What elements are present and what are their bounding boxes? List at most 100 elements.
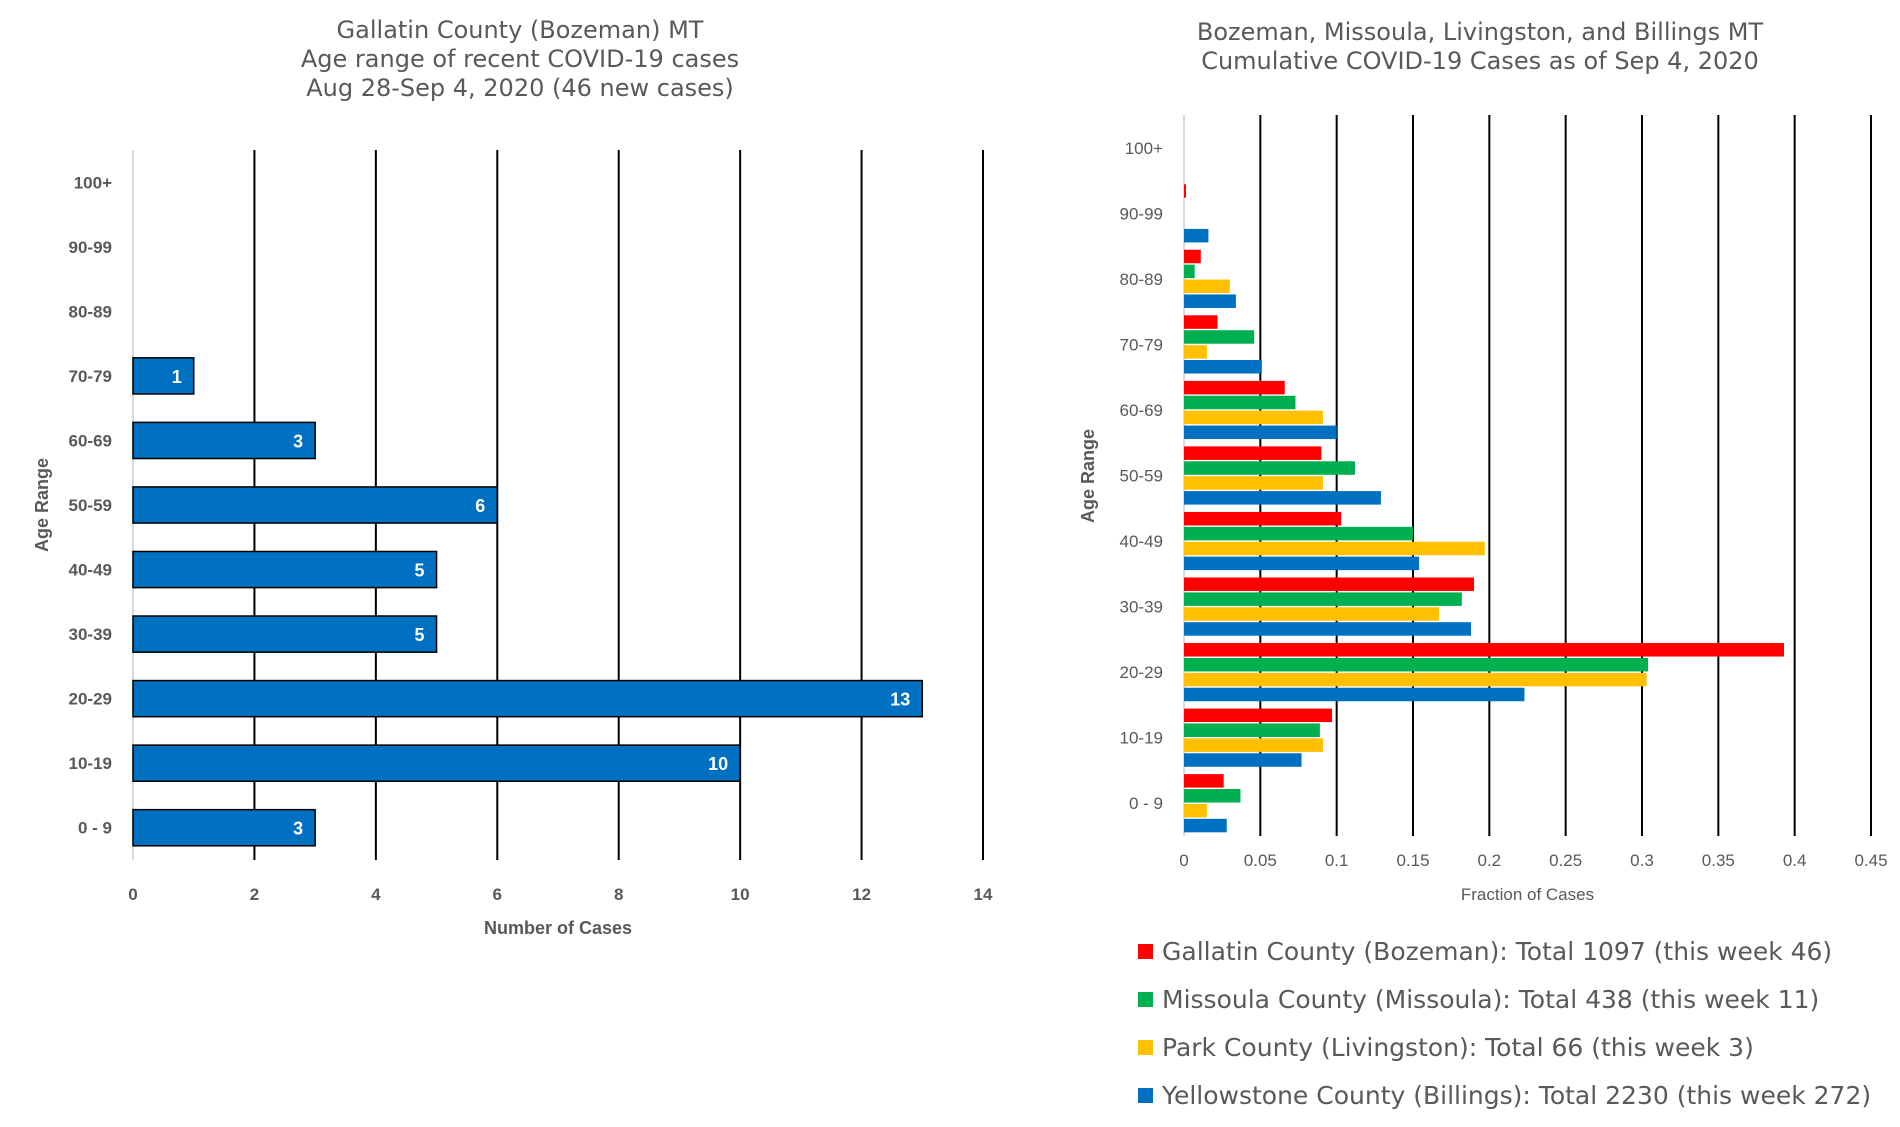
right-bar xyxy=(1184,446,1322,460)
legend-label: Park County (Livingston): Total 66 (this… xyxy=(1162,1033,1754,1062)
left-chart: Gallatin County (Bozeman) MT Age range o… xyxy=(32,16,993,938)
left-data-label: 10 xyxy=(708,754,728,774)
right-bar xyxy=(1184,511,1342,526)
right-bar xyxy=(1184,249,1201,264)
left-bar xyxy=(132,357,195,395)
right-y-tick-label: 40-49 xyxy=(1120,532,1163,551)
left-x-tick-label: 14 xyxy=(974,885,993,904)
left-chart-title-2: Age range of recent COVID-19 cases xyxy=(300,45,740,73)
right-bar xyxy=(1184,789,1241,803)
right-y-tick-label: 0 - 9 xyxy=(1129,794,1163,813)
right-bar xyxy=(1184,184,1186,198)
right-bar xyxy=(1184,395,1296,410)
right-bar xyxy=(1184,294,1236,308)
right-bar xyxy=(1184,723,1320,737)
right-bar xyxy=(1184,622,1472,636)
left-data-label: 5 xyxy=(415,625,425,645)
left-y-tick-label: 20-29 xyxy=(69,690,112,709)
left-bar xyxy=(132,744,741,783)
left-y-tick-label: 0 - 9 xyxy=(78,819,112,838)
left-y-tick-label: 90-99 xyxy=(69,238,112,257)
right-bar xyxy=(1184,264,1195,279)
right-bar xyxy=(1184,753,1302,767)
left-data-label: 1 xyxy=(172,367,182,387)
right-bar xyxy=(1184,556,1420,571)
left-y-tick-label: 80-89 xyxy=(69,302,112,321)
legend-swatch xyxy=(1138,992,1153,1007)
left-y-tick-label: 50-59 xyxy=(69,496,112,515)
right-y-tick-label: 90-99 xyxy=(1120,204,1163,223)
left-data-label: 13 xyxy=(890,690,910,710)
right-bar xyxy=(1184,818,1227,833)
right-x-tick-label: 0.1 xyxy=(1325,851,1349,870)
left-bar xyxy=(132,615,438,653)
left-y-tick-label: 30-39 xyxy=(69,625,112,644)
right-y-tick-label: 50-59 xyxy=(1120,467,1163,486)
right-y-tick-label: 10-19 xyxy=(1120,729,1163,748)
right-bar xyxy=(1184,607,1439,621)
left-x-tick-label: 8 xyxy=(614,885,623,904)
left-x-tick-label: 10 xyxy=(731,885,750,904)
right-bar xyxy=(1184,708,1333,723)
left-x-tick-label: 6 xyxy=(493,885,502,904)
right-y-tick-label: 60-69 xyxy=(1120,401,1163,420)
right-y-tick-label: 20-29 xyxy=(1120,663,1163,682)
right-bar xyxy=(1184,657,1649,672)
right-x-tick-label: 0.25 xyxy=(1549,851,1582,870)
left-bar xyxy=(132,808,316,847)
left-chart-title-3: Aug 28-Sep 4, 2020 (46 new cases) xyxy=(306,74,734,102)
left-data-label: 6 xyxy=(475,496,485,516)
left-data-label: 3 xyxy=(293,431,303,451)
right-x-tick-label: 0.2 xyxy=(1478,851,1502,870)
right-bar xyxy=(1184,687,1525,702)
legend-label: Yellowstone County (Billings): Total 223… xyxy=(1162,1081,1872,1110)
right-bar xyxy=(1184,541,1485,556)
left-y-tick-label: 60-69 xyxy=(69,431,112,450)
left-y-tick-label: 70-79 xyxy=(69,367,112,386)
left-x-axis-title: Number of Cases xyxy=(484,918,632,938)
right-bar xyxy=(1184,228,1209,243)
left-y-tick-label: 40-49 xyxy=(69,561,112,580)
right-bar xyxy=(1184,410,1323,425)
legend-swatch xyxy=(1138,944,1153,959)
right-bar xyxy=(1184,279,1230,294)
right-y-axis-title: Age Range xyxy=(1078,429,1098,523)
legend-label: Missoula County (Missoula): Total 438 (t… xyxy=(1162,985,1820,1014)
left-bar xyxy=(132,679,924,718)
left-x-tick-label: 2 xyxy=(250,885,259,904)
right-x-tick-label: 0 xyxy=(1179,851,1188,870)
right-bar xyxy=(1184,330,1255,344)
right-x-tick-label: 0.4 xyxy=(1783,851,1807,870)
left-data-label: 5 xyxy=(415,561,425,581)
right-bar xyxy=(1184,526,1413,541)
right-y-tick-label: 100+ xyxy=(1125,139,1163,158)
left-x-tick-label: 12 xyxy=(852,885,871,904)
right-bar xyxy=(1184,461,1355,475)
right-bar xyxy=(1184,803,1207,818)
right-x-tick-label: 0.15 xyxy=(1396,851,1429,870)
right-x-axis-title: Fraction of Cases xyxy=(1461,885,1594,904)
right-y-tick-label: 30-39 xyxy=(1120,598,1163,617)
left-bar xyxy=(132,421,316,460)
right-x-tick-label: 0.3 xyxy=(1630,851,1654,870)
right-bar xyxy=(1184,380,1285,395)
legend-swatch xyxy=(1138,1040,1153,1055)
right-bar xyxy=(1184,345,1207,359)
right-bar xyxy=(1184,577,1475,591)
right-x-tick-label: 0.45 xyxy=(1854,851,1887,870)
right-x-tick-label: 0.05 xyxy=(1244,851,1277,870)
right-y-tick-label: 80-89 xyxy=(1120,270,1163,289)
right-y-tick-label: 70-79 xyxy=(1120,335,1163,354)
left-y-axis-title: Age Range xyxy=(32,458,52,552)
left-bar xyxy=(132,486,499,524)
right-bar xyxy=(1184,476,1323,490)
right-bar xyxy=(1184,672,1647,687)
legend-swatch xyxy=(1138,1088,1153,1103)
left-y-tick-label: 10-19 xyxy=(69,754,112,773)
right-x-tick-label: 0.35 xyxy=(1702,851,1735,870)
left-bar xyxy=(132,550,438,589)
legend-label: Gallatin County (Bozeman): Total 1097 (t… xyxy=(1162,937,1833,966)
left-x-tick-label: 0 xyxy=(128,885,137,904)
right-bar xyxy=(1184,491,1381,505)
